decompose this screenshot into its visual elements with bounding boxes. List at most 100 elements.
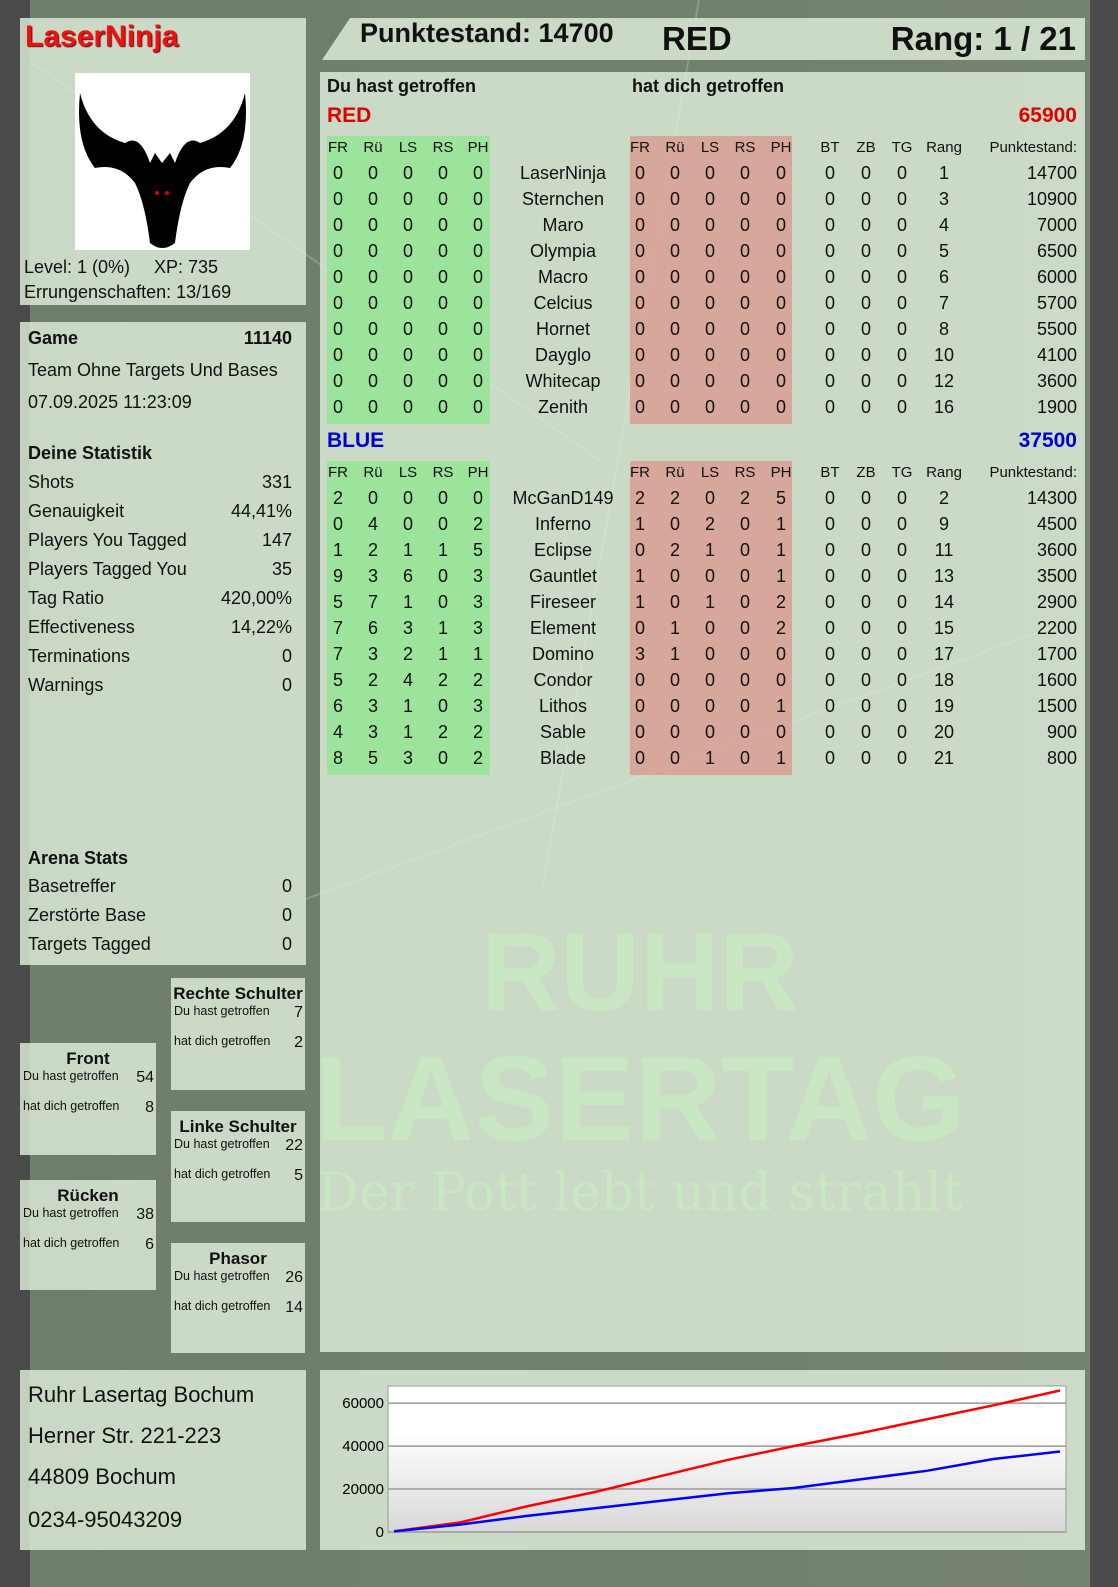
- table-cell: 0: [402, 319, 413, 339]
- table-cell: 0: [437, 319, 448, 339]
- player-name-cell: Blade: [539, 748, 587, 768]
- table-cell: 0: [824, 644, 835, 664]
- table-cell: 1: [775, 540, 786, 560]
- table-cell: 1: [634, 514, 645, 534]
- zone-title: Phasor: [209, 1249, 267, 1268]
- table-cell: 800: [1046, 748, 1077, 768]
- table-cell: 0: [704, 241, 715, 261]
- player-name-cell: Gauntlet: [528, 566, 598, 586]
- table-cell: 0: [437, 345, 448, 365]
- table-cell: 0: [669, 592, 680, 612]
- table-cell: 0: [896, 163, 907, 183]
- table-cell: 0: [739, 540, 750, 560]
- table-cell: 0: [669, 566, 680, 586]
- table-cell: 3: [367, 566, 378, 586]
- table-cell: 0: [739, 618, 750, 638]
- table-cell: 0: [739, 696, 750, 716]
- column-header: Rü: [363, 464, 383, 481]
- player-name-cell: Hornet: [535, 319, 591, 339]
- team-name: BLUE: [327, 429, 385, 452]
- table-cell: 0: [437, 189, 448, 209]
- zone-got-value: 14: [285, 1299, 303, 1316]
- hit-you-columns-bg: [630, 461, 792, 775]
- table-cell: 2: [472, 748, 483, 768]
- zone-hit-value: 26: [285, 1269, 303, 1286]
- table-cell: 0: [896, 345, 907, 365]
- stat-row: Players Tagged You 35: [28, 559, 292, 580]
- table-cell: 0: [704, 371, 715, 391]
- table-cell: 0: [739, 514, 750, 534]
- table-cell: 7: [332, 644, 343, 664]
- table-cell: 0: [704, 293, 715, 313]
- table-cell: 0: [402, 163, 413, 183]
- stat-value: 147: [261, 530, 292, 550]
- table-cell: 0: [860, 748, 871, 768]
- game-panel: Game 11140 Team Ohne Targets Und Bases 07…: [20, 322, 306, 965]
- table-cell: 18: [933, 670, 955, 690]
- table-cell: 6: [367, 618, 378, 638]
- zone-got-label: hat dich getroffen: [23, 1236, 120, 1250]
- table-cell: 2: [775, 592, 786, 612]
- table-cell: 0: [332, 293, 343, 313]
- table-cell: 3: [402, 748, 413, 768]
- table-cell: 14: [933, 592, 955, 612]
- table-cell: 0: [634, 748, 645, 768]
- table-cell: 4: [332, 722, 343, 742]
- table-cell: 10900: [1026, 189, 1077, 209]
- table-cell: 0: [669, 722, 680, 742]
- table-cell: 0: [669, 748, 680, 768]
- table-cell: 0: [896, 696, 907, 716]
- table-cell: 3: [634, 644, 645, 664]
- column-header: Rang: [926, 139, 962, 156]
- zone-got-row: hat dich getroffen 14: [171, 1299, 305, 1317]
- table-cell: 0: [739, 371, 750, 391]
- stat-row: Genauigkeit 44,41%: [28, 501, 292, 522]
- player-name-cell: Sable: [539, 722, 587, 742]
- score-chart: 0 20000 40000 60000: [342, 1385, 1067, 1541]
- table-cell: 0: [775, 163, 786, 183]
- address-line: Ruhr Lasertag Bochum: [28, 1382, 255, 1407]
- arena-row: Targets Tagged 0: [28, 934, 292, 955]
- table-cell: 0: [437, 397, 448, 417]
- table-cell: 0: [824, 189, 835, 209]
- table-cell: 0: [704, 722, 715, 742]
- table-cell: 0: [824, 722, 835, 742]
- column-header: Rü: [363, 139, 383, 156]
- table-cell: 0: [739, 644, 750, 664]
- column-header: FR: [630, 464, 650, 481]
- zone-box: Linke Schulter Du hast getroffen 22 hat dic…: [171, 1111, 305, 1222]
- table-cell: 16: [933, 397, 955, 417]
- table-cell: 0: [402, 293, 413, 313]
- table-cell: 0: [775, 293, 786, 313]
- table-cell: 3500: [1036, 566, 1077, 586]
- table-cell: 0: [437, 696, 448, 716]
- xp-text: XP: 735: [154, 257, 219, 277]
- table-cell: 0: [437, 371, 448, 391]
- table-cell: 0: [472, 163, 483, 183]
- table-cell: 6: [332, 696, 343, 716]
- column-header: BT: [820, 139, 840, 156]
- column-header: LS: [398, 139, 418, 156]
- table-cell: 0: [634, 618, 645, 638]
- table-cell: 0: [739, 345, 750, 365]
- table-cell: 0: [860, 566, 871, 586]
- table-cell: 0: [860, 189, 871, 209]
- table-cell: 1700: [1036, 644, 1077, 664]
- table-cell: 1: [634, 566, 645, 586]
- table-cell: 1: [938, 163, 949, 183]
- table-cell: 0: [860, 397, 871, 417]
- table-cell: 0: [704, 163, 715, 183]
- stat-value: 0: [281, 646, 292, 666]
- table-cell: 0: [402, 514, 413, 534]
- level-text: Level: 1 (0%): [24, 257, 131, 277]
- zone-got-value: 5: [294, 1167, 303, 1184]
- table-cell: 0: [704, 618, 715, 638]
- column-header: ZB: [856, 464, 876, 481]
- player-name-cell: Condor: [533, 670, 593, 690]
- header-score: Punktestand: 14700: [360, 18, 614, 48]
- table-cell: 0: [896, 397, 907, 417]
- zone-hit-value: 7: [294, 1004, 303, 1021]
- table-cell: 0: [634, 397, 645, 417]
- column-header: ZB: [856, 139, 876, 156]
- table-cell: 0: [860, 670, 871, 690]
